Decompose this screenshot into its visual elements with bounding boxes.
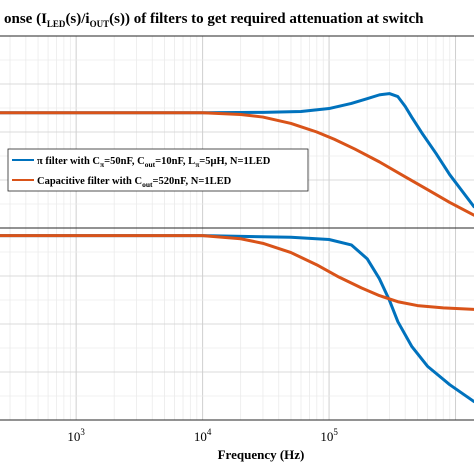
title-sub-out: OUT bbox=[90, 19, 110, 29]
phase-grid bbox=[0, 227, 474, 421]
legend-1-b: π bbox=[100, 160, 105, 169]
x-tick-label-1e5: 105 bbox=[320, 427, 338, 444]
legend-2-a: Capacitive filter with C bbox=[37, 176, 142, 187]
phase-axes bbox=[0, 227, 474, 421]
x-axis-label: Frequency (Hz) bbox=[218, 447, 305, 462]
magnitude-axes bbox=[0, 35, 474, 229]
legend-2-b: out bbox=[142, 180, 153, 189]
legend-label-pi-filter: π filter with Cπ=50nF, Cout=10nF, Lπ=5μH… bbox=[37, 156, 271, 169]
magnitude-series-capacitive-filter bbox=[0, 111, 474, 217]
magnitude-series bbox=[0, 92, 474, 217]
legend-1-d: out bbox=[145, 160, 156, 169]
legend-box bbox=[7, 148, 309, 192]
phase-series-pi-filter bbox=[0, 234, 474, 404]
legend-2-c: =520nF, N=1LED bbox=[153, 176, 232, 187]
x-tick-label-1e3: 103 bbox=[67, 427, 85, 444]
legend-1-a: π filter with C bbox=[37, 156, 100, 167]
legend-label-capacitive-filter: Capacitive filter with Cout=520nF, N=1LE… bbox=[37, 176, 232, 189]
legend-1-e: =10nF, L bbox=[155, 156, 195, 167]
phase-series bbox=[0, 234, 474, 404]
legend-1-g: =5μH, N=1LED bbox=[199, 156, 270, 167]
title-part-5: (s)) of filters to get required attenuat… bbox=[109, 11, 424, 27]
title-sub-led: LED bbox=[47, 19, 66, 29]
x-tick-labels: 103 104 105 bbox=[67, 427, 338, 444]
magnitude-series-pi-filter bbox=[0, 92, 474, 209]
legend-1-c: =50nF, C bbox=[104, 156, 145, 167]
legend: π filter with Cπ=50nF, Cout=10nF, Lπ=5μH… bbox=[7, 148, 309, 192]
chart-title: onse (ILED(s)/iOUT(s)) of filters to get… bbox=[4, 11, 424, 29]
x-tick-label-1e4: 104 bbox=[194, 427, 212, 444]
legend-1-f: π bbox=[195, 160, 200, 169]
title-part-3: (s)/i bbox=[65, 11, 89, 27]
phase-series-capacitive-filter bbox=[0, 234, 474, 311]
title-part-1: onse (I bbox=[4, 11, 47, 27]
